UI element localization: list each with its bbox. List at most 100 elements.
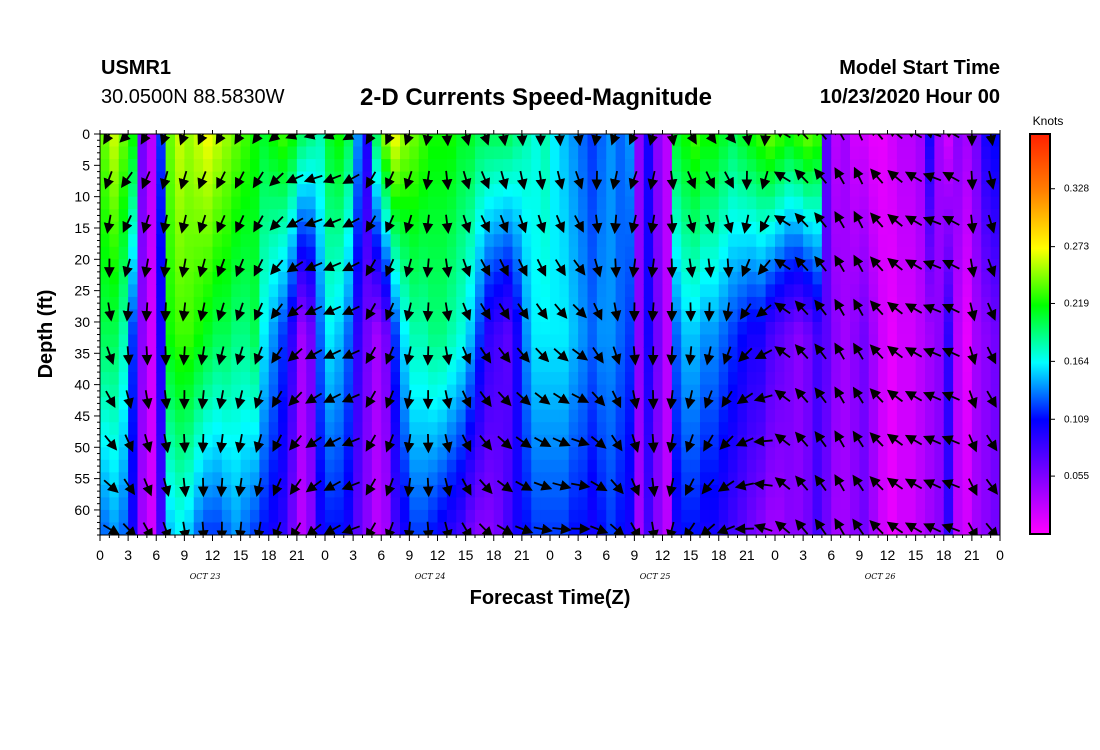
heatmap-cell	[250, 459, 260, 473]
heatmap-cell	[681, 209, 692, 223]
current-vector	[197, 390, 209, 410]
heatmap-cell	[175, 384, 185, 398]
heatmap-cell	[353, 184, 364, 198]
heatmap-cell	[231, 246, 242, 260]
heatmap-cell	[334, 234, 345, 248]
heatmap-cell	[484, 509, 495, 524]
heatmap-cell	[475, 234, 485, 248]
heatmap-cell	[428, 397, 439, 411]
heatmap-cell	[353, 397, 364, 411]
heatmap-cell	[362, 372, 373, 386]
current-vector	[685, 258, 697, 278]
heatmap-cell	[896, 372, 907, 386]
heatmap-cell	[709, 196, 720, 210]
heatmap-cell	[156, 234, 167, 248]
heatmap-cell	[296, 146, 307, 160]
heatmap-cell	[325, 234, 335, 248]
heatmap-cell	[325, 384, 335, 398]
heatmap-cell	[971, 171, 982, 185]
heatmap-cell	[381, 184, 392, 198]
heatmap-cell	[203, 296, 214, 311]
heatmap-cell	[625, 321, 635, 336]
current-vector	[922, 347, 942, 358]
heatmap-cell	[878, 372, 889, 386]
heatmap-cell	[100, 259, 110, 273]
heatmap-cell	[240, 447, 251, 461]
x-axis-label: Forecast Time(Z)	[470, 587, 631, 609]
heatmap-cell	[146, 447, 157, 461]
heatmap-cell	[296, 359, 307, 373]
heatmap-cell	[390, 509, 401, 524]
heatmap-cell	[306, 497, 317, 511]
current-vector	[590, 435, 607, 449]
heatmap-cell	[221, 184, 232, 198]
heatmap-cell	[728, 459, 739, 473]
current-vector	[794, 344, 809, 360]
heatmap-cell	[221, 259, 232, 273]
heatmap-cell	[606, 334, 617, 348]
heatmap-cell	[231, 472, 242, 486]
heatmap-cell	[193, 359, 204, 373]
heatmap-cell	[709, 384, 720, 398]
heatmap-cell	[446, 347, 457, 361]
heatmap-cell	[240, 509, 251, 524]
current-vector	[385, 171, 395, 190]
heatmap-cell	[671, 372, 682, 386]
heatmap-cell	[296, 397, 307, 411]
heatmap-cell	[662, 459, 673, 473]
heatmap-cell	[428, 472, 439, 486]
current-vector	[774, 302, 791, 315]
heatmap-cell	[165, 347, 176, 361]
heatmap-cell	[653, 447, 664, 461]
heatmap-cell	[831, 271, 842, 285]
heatmap-cell	[850, 484, 860, 499]
heatmap-cell	[531, 309, 542, 323]
current-vector	[516, 134, 528, 147]
current-vector	[535, 347, 550, 363]
heatmap-cell	[643, 184, 654, 198]
current-vector	[422, 214, 434, 235]
heatmap-cell	[737, 384, 748, 398]
heatmap-cell	[831, 409, 842, 423]
heatmap-cell	[943, 372, 954, 386]
heatmap-cell	[681, 447, 692, 461]
heatmap-cell	[971, 146, 982, 160]
heatmap-cell	[400, 497, 410, 511]
heatmap-cell	[934, 397, 945, 411]
current-vector	[813, 168, 828, 184]
current-vector	[813, 134, 828, 140]
heatmap-cell	[784, 209, 795, 223]
heatmap-cell	[118, 459, 129, 473]
heatmap-cell	[456, 347, 467, 361]
heatmap-cell	[681, 321, 692, 336]
heatmap-cell	[587, 159, 598, 173]
heatmap-cell	[390, 284, 401, 298]
heatmap-cell	[371, 321, 382, 336]
heatmap-cell	[231, 422, 242, 436]
heatmap-cell	[437, 234, 448, 248]
heatmap-cell	[915, 221, 926, 235]
heatmap-cell	[671, 321, 682, 336]
current-vector	[403, 258, 415, 278]
heatmap-cell	[943, 309, 954, 323]
heatmap-cell	[728, 334, 739, 348]
heatmap-cell	[428, 359, 439, 373]
heatmap-cell	[531, 196, 542, 210]
heatmap-cell	[568, 246, 579, 260]
heatmap-cell	[962, 384, 973, 398]
heatmap-cell	[681, 509, 692, 524]
heatmap-cell	[100, 209, 110, 223]
heatmap-cell	[803, 234, 814, 248]
current-vector	[403, 521, 415, 535]
heatmap-cell	[531, 209, 542, 223]
heatmap-cell	[287, 271, 298, 285]
heatmap-cell	[381, 372, 392, 386]
heatmap-cell	[559, 146, 570, 160]
heatmap-cell	[690, 196, 701, 210]
heatmap-cell	[278, 372, 289, 386]
heatmap-cell	[156, 359, 167, 373]
heatmap-cell	[400, 209, 410, 223]
current-vector	[285, 134, 300, 140]
heatmap-cell	[821, 246, 832, 260]
heatmap-cell	[578, 321, 589, 336]
